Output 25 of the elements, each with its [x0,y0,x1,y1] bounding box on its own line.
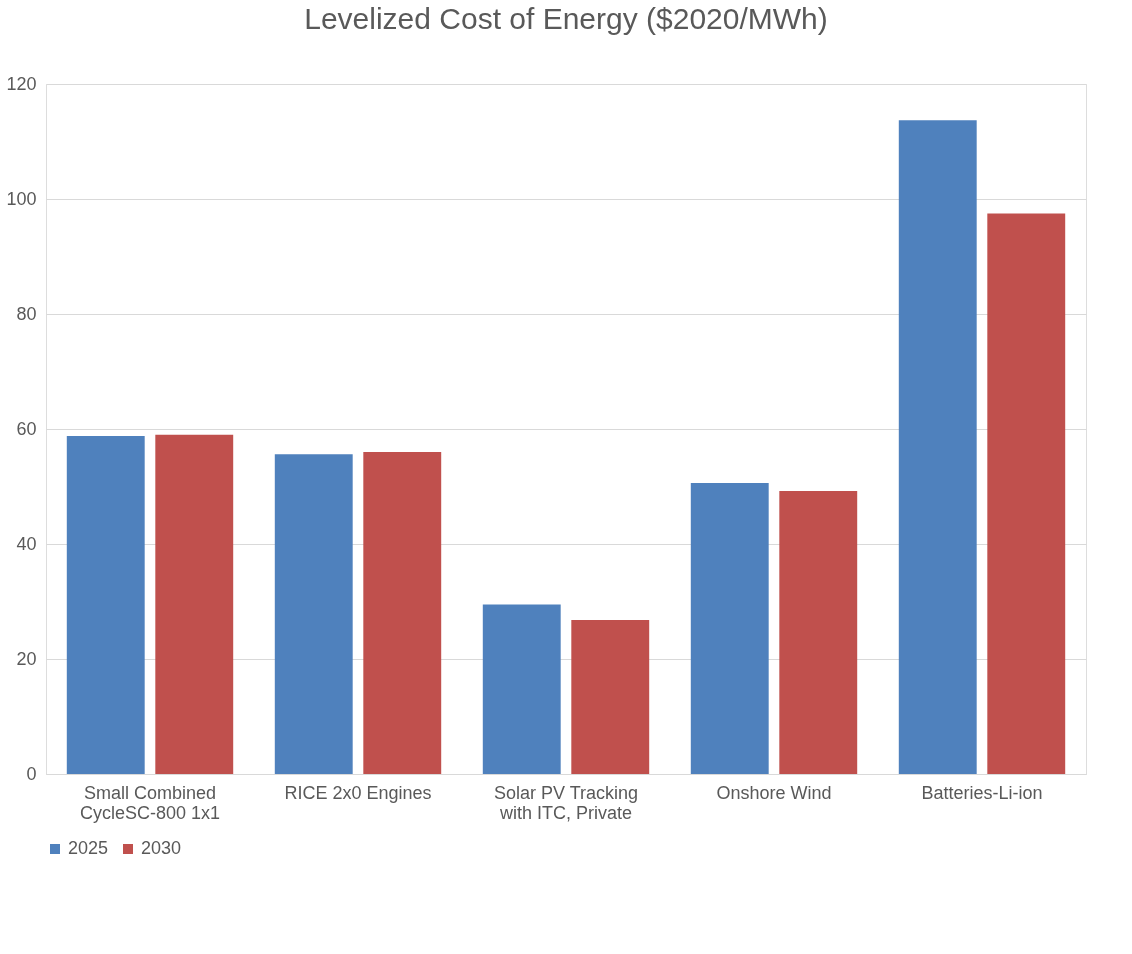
x-tick-label: RICE 2x0 Engines [284,782,432,803]
bar [274,454,353,774]
x-tick-label: Onshore Wind [716,782,832,803]
bar [155,434,234,774]
legend-label: 2025 [68,838,109,858]
bar [690,483,769,774]
y-tick-label: 20 [16,648,37,669]
y-tick-label: 120 [6,73,37,94]
y-tick-label: 0 [26,763,37,784]
y-tick-label: 80 [16,303,37,324]
bar [779,491,858,774]
y-tick-label: 40 [16,533,37,554]
legend-label: 2030 [141,838,182,858]
x-tick-label: Small Combined CycleSC-800 1x1 [79,782,221,823]
x-tick-label: Batteries-Li-ion [921,782,1043,803]
bar [571,619,650,774]
x-tick-label: Solar PV Tracking with ITC, Private [493,782,639,823]
bar [987,213,1066,774]
bar [363,452,442,774]
y-tick-label: 100 [6,188,37,209]
bar [482,604,561,774]
y-tick-label: 60 [16,418,37,439]
bar [898,120,977,774]
chart-title: Levelized Cost of Energy ($2020/MWh) [304,2,828,35]
bar [66,435,145,774]
